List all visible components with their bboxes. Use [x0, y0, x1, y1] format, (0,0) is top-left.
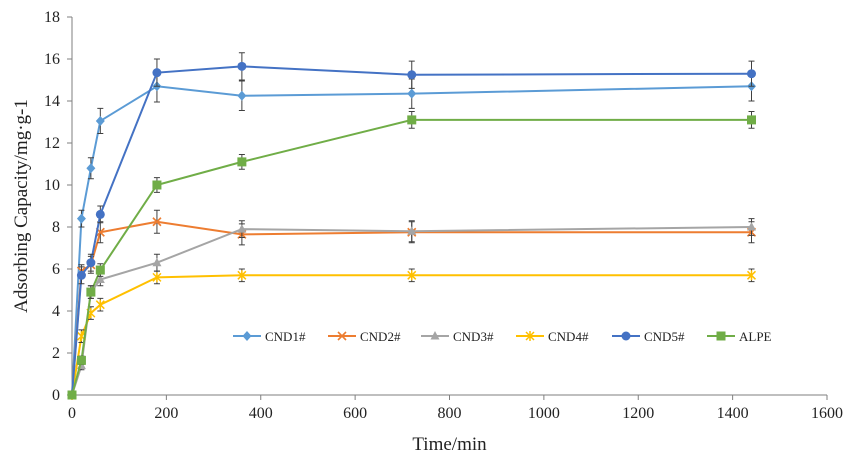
y-tick-label: 4 — [52, 303, 60, 320]
data-point-alpe — [747, 115, 756, 125]
y-axis-title: Adsorbing Capacity/mg·g-1 — [11, 99, 32, 313]
series-cnd3 — [67, 218, 756, 399]
legend-marker-alpe — [716, 331, 726, 341]
data-point-alpe — [76, 355, 86, 365]
y-tick-label: 0 — [52, 387, 60, 404]
data-point-alpe — [67, 390, 77, 400]
y-tick-label: 14 — [44, 93, 60, 110]
legend-marker-cnd3 — [430, 331, 440, 340]
series-line-alpe — [71, 118, 752, 396]
data-point-cnd5 — [86, 258, 96, 268]
data-point-cnd1 — [95, 115, 105, 126]
legend-marker-cnd5 — [621, 331, 631, 341]
legend-label-cnd4: CND4# — [548, 329, 589, 344]
y-tick-label: 6 — [52, 261, 60, 278]
x-tick-label: 400 — [249, 405, 273, 422]
plot-area — [67, 52, 757, 400]
legend-item-cnd4: CND4# — [516, 329, 589, 344]
legend-item-cnd2: CND2# — [328, 329, 401, 344]
data-point-cnd5 — [747, 69, 756, 79]
data-point-cnd3 — [95, 274, 105, 283]
x-tick-label: 1200 — [622, 405, 654, 422]
y-tick-label: 10 — [44, 177, 60, 194]
data-point-cnd3 — [237, 224, 247, 233]
y-axis-ticks: 0 2 4 6 8 10 12 14 16 18 — [44, 9, 72, 404]
data-point-cnd5 — [152, 68, 162, 78]
x-tick-label: 600 — [343, 405, 367, 422]
data-point-cnd5 — [76, 270, 86, 280]
x-tick-label: 200 — [154, 405, 178, 422]
x-tick-label: 0 — [68, 405, 76, 422]
series-alpe — [67, 111, 756, 400]
legend-label-cnd3: CND3# — [453, 329, 494, 344]
y-tick-label: 16 — [44, 51, 60, 68]
series-line-cnd4 — [71, 274, 752, 396]
legend-item-cnd3: CND3# — [421, 329, 494, 344]
data-point-cnd4 — [746, 270, 757, 281]
data-point-cnd3 — [152, 257, 162, 267]
series-cnd4 — [67, 268, 757, 400]
data-point-alpe — [237, 157, 247, 167]
data-point-alpe — [86, 287, 96, 297]
y-tick-label: 18 — [44, 9, 60, 26]
data-point-cnd5 — [237, 61, 247, 71]
legend-label-cnd1: CND1# — [265, 329, 306, 344]
legend-item-alpe: ALPE — [707, 329, 772, 344]
x-axis-ticks: 0 200 400 600 800 1000 1200 1400 1600 — [68, 395, 843, 422]
y-tick-label: 12 — [44, 135, 60, 152]
data-point-cnd5 — [407, 70, 417, 80]
legend-item-cnd5: CND5# — [612, 329, 685, 344]
series-line-cnd3 — [71, 226, 752, 396]
data-point-alpe — [152, 180, 162, 190]
legend-item-cnd1: CND1# — [233, 329, 306, 344]
data-point-cnd4 — [152, 272, 162, 283]
x-tick-label: 800 — [438, 405, 462, 422]
legend-label-cnd5: CND5# — [644, 329, 685, 344]
data-point-cnd4 — [237, 270, 247, 281]
legend-marker-cnd4 — [525, 331, 535, 341]
axes: 0 200 400 600 800 1000 1200 1400 1600 0 2 4 6 8 10 12 1… — [44, 9, 843, 422]
data-point-cnd4 — [95, 299, 105, 310]
data-point-cnd2 — [152, 217, 162, 227]
y-tick-label: 8 — [52, 219, 60, 236]
y-tick-label: 2 — [52, 345, 60, 362]
data-point-cnd3 — [407, 226, 417, 235]
data-point-cnd4 — [407, 270, 417, 281]
series-cnd5 — [67, 52, 756, 400]
legend-label-alpe: ALPE — [739, 329, 772, 344]
data-point-alpe — [407, 115, 417, 125]
legend-label-cnd2: CND2# — [360, 329, 401, 344]
x-tick-label: 1400 — [717, 405, 749, 422]
data-point-cnd5 — [95, 209, 105, 219]
legend: CND1# CND2# CND3# CND4# CND5# ALPE — [233, 329, 772, 344]
x-axis-title: Time/min — [412, 434, 487, 455]
series-line-cnd2 — [71, 220, 752, 396]
legend-marker-cnd1 — [242, 331, 252, 341]
data-point-cnd1 — [86, 163, 96, 174]
x-tick-label: 1000 — [528, 405, 560, 422]
data-point-cnd1 — [407, 88, 417, 99]
data-point-cnd1 — [76, 213, 86, 224]
data-point-cnd3 — [747, 222, 756, 231]
legend-marker-cnd2 — [337, 331, 347, 341]
data-point-alpe — [95, 265, 105, 275]
data-point-cnd1 — [237, 90, 247, 101]
x-tick-label: 1600 — [811, 405, 843, 422]
